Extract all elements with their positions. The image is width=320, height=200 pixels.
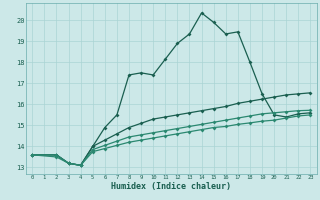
X-axis label: Humidex (Indice chaleur): Humidex (Indice chaleur) (111, 182, 231, 191)
